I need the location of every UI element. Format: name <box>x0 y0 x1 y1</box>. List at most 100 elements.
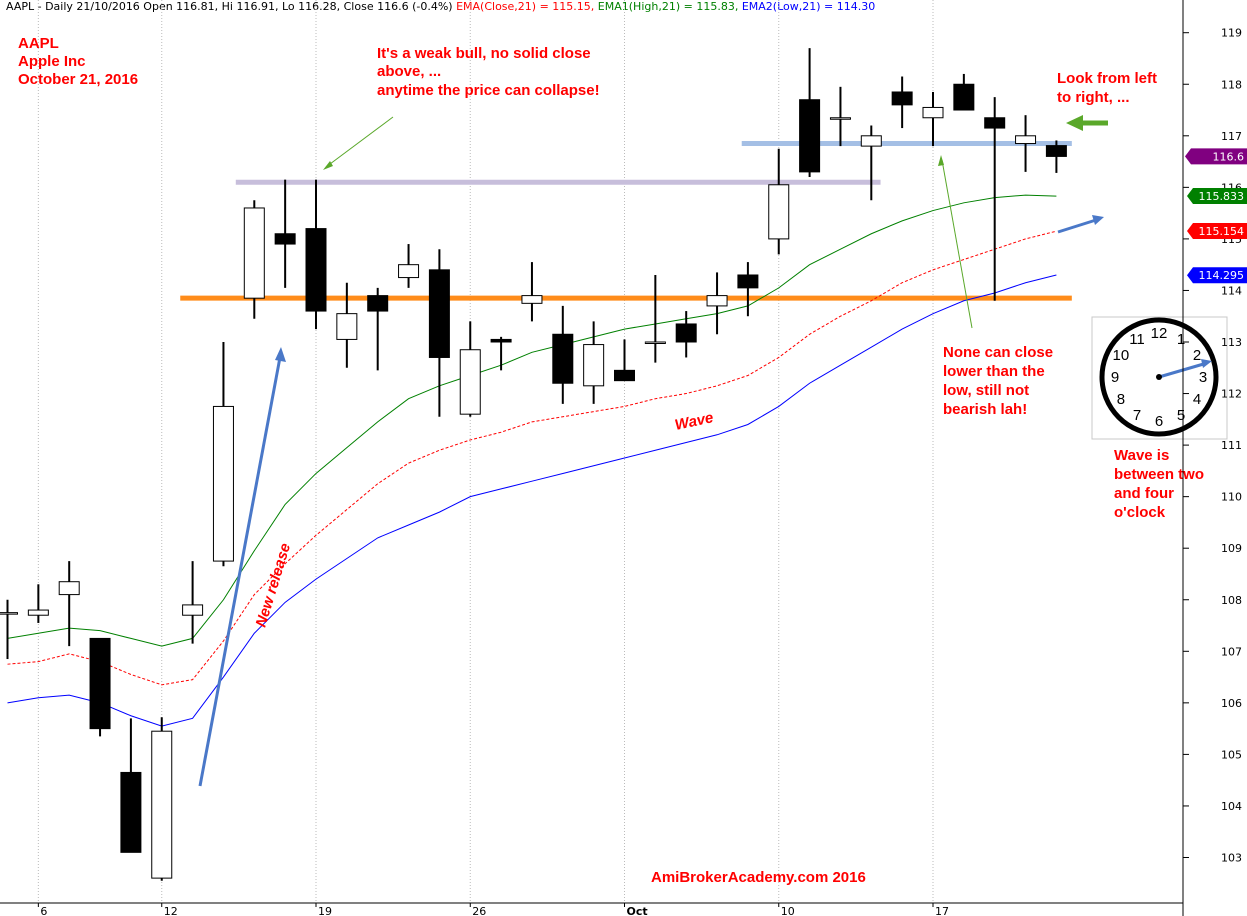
clock-numeral: 11 <box>1129 331 1145 348</box>
y-tick-label: 103 <box>1221 852 1242 865</box>
candle <box>614 339 635 382</box>
candle <box>891 76 913 129</box>
ema-close-legend: EMA(Close,21) = 115.15, <box>456 0 595 13</box>
candle-body <box>552 333 574 384</box>
candle-body <box>644 341 666 344</box>
candle <box>212 342 234 567</box>
candle-body <box>860 135 882 147</box>
candle <box>336 282 358 368</box>
clock-numeral: 5 <box>1177 407 1185 424</box>
y-tick-label: 114 <box>1221 284 1242 297</box>
weak-bull-line-2: above, ... <box>377 63 441 80</box>
candle-body <box>243 207 265 299</box>
new-release-arrow <box>198 351 283 787</box>
clock-numeral: 6 <box>1155 413 1163 430</box>
x-tick-label: 10 <box>781 905 795 916</box>
y-tick-label: 112 <box>1221 388 1242 401</box>
none-close-line-2: lower than the <box>943 363 1045 380</box>
candle-body <box>984 117 1006 129</box>
candle <box>583 321 605 404</box>
y-tick-label: 105 <box>1221 748 1242 761</box>
ema-close-badge-shape <box>1187 222 1247 239</box>
clock-numeral: 3 <box>1199 369 1207 386</box>
ema-series-0 <box>7 230 1057 686</box>
candle-body <box>706 295 728 307</box>
watermark: AmiBrokerAcademy.com 2016 <box>651 869 866 886</box>
candle <box>829 86 851 147</box>
wave-label: Wave <box>673 409 715 434</box>
candle-body <box>490 338 512 343</box>
close-badge-label: 116.6 <box>1213 150 1245 163</box>
ema-close-badge-label: 115.154 <box>1199 225 1245 238</box>
ema-low-legend: EMA2(Low,21) = 114.30 <box>741 0 876 13</box>
candle-body <box>89 637 111 730</box>
candle <box>953 73 975 111</box>
candle <box>367 287 389 371</box>
ema-direction-arrowhead <box>1092 215 1104 225</box>
new-release-label: New release <box>253 541 295 629</box>
clock-numeral: 9 <box>1111 369 1119 386</box>
none-close-arrow <box>941 159 973 329</box>
y-tick-label: 110 <box>1221 491 1242 504</box>
new-release-arrowhead <box>275 347 286 362</box>
weak-bull-arrowhead <box>323 161 333 170</box>
candle-body <box>1015 135 1037 145</box>
y-tick-label: 108 <box>1221 594 1242 607</box>
candle-body <box>120 771 142 853</box>
ema-low-price-badge: 114.295 <box>1187 267 1247 284</box>
candle <box>799 48 821 178</box>
candle <box>27 584 49 623</box>
chart-title: AAPL - Daily 21/10/2016 Open 116.81, Hi … <box>6 0 453 13</box>
candle <box>0 599 18 660</box>
clock-numeral: 4 <box>1193 391 1201 408</box>
candle-body <box>336 313 358 340</box>
candle <box>58 561 80 647</box>
candle-body <box>521 295 543 304</box>
ema-high-price-badge: 115.833 <box>1187 187 1247 204</box>
weak-bull-line-1: It's a weak bull, no solid close <box>377 45 591 62</box>
candle <box>182 561 204 644</box>
y-tick-label: 113 <box>1221 336 1242 349</box>
none-close-line-1: None can close <box>943 344 1053 361</box>
candle <box>922 91 944 147</box>
close-badge-shape <box>1185 148 1247 165</box>
clock-numeral: 7 <box>1133 407 1141 424</box>
clock-numeral: 2 <box>1193 347 1201 364</box>
ema-direction-arrow <box>1057 218 1097 234</box>
ema-high-legend: EMA1(High,21) = 115.83, <box>597 0 739 13</box>
candle-body <box>675 323 697 343</box>
x-tick-label: 26 <box>472 905 486 916</box>
clock-numeral: 1 <box>1177 331 1185 348</box>
candle <box>675 311 697 358</box>
y-tick-label: 107 <box>1221 645 1242 658</box>
candle-body <box>27 609 49 616</box>
candle-body <box>459 349 481 415</box>
ema-series-2 <box>7 274 1057 727</box>
weak-bull-arrow <box>325 116 394 168</box>
candle-body <box>305 228 327 312</box>
candle-body <box>212 405 234 562</box>
chart-header: AAPL - Daily 21/10/2016 Open 116.81, Hi … <box>6 0 875 13</box>
candle-body <box>829 117 851 120</box>
candle-body <box>151 730 173 879</box>
ema-low-badge-shape <box>1187 267 1247 284</box>
none-close-line-4: bearish lah! <box>943 401 1027 418</box>
close-price-badge: 116.6 <box>1185 148 1247 165</box>
y-tick-label: 106 <box>1221 697 1242 710</box>
clock-center <box>1156 374 1162 380</box>
x-tick-label: 12 <box>164 905 178 916</box>
candle-body <box>367 295 389 312</box>
ema-series-1 <box>7 194 1057 647</box>
candle <box>120 718 142 853</box>
ticker-line-1: AAPL <box>18 35 59 52</box>
look-arrowhead <box>1066 115 1083 131</box>
clock-numeral: 10 <box>1113 347 1130 364</box>
candle-body <box>0 612 18 615</box>
candle <box>860 125 882 201</box>
candle <box>552 305 574 404</box>
look-line-2: to right, ... <box>1057 89 1130 106</box>
y-tick-label: 117 <box>1221 130 1242 143</box>
candle-body <box>799 99 821 173</box>
